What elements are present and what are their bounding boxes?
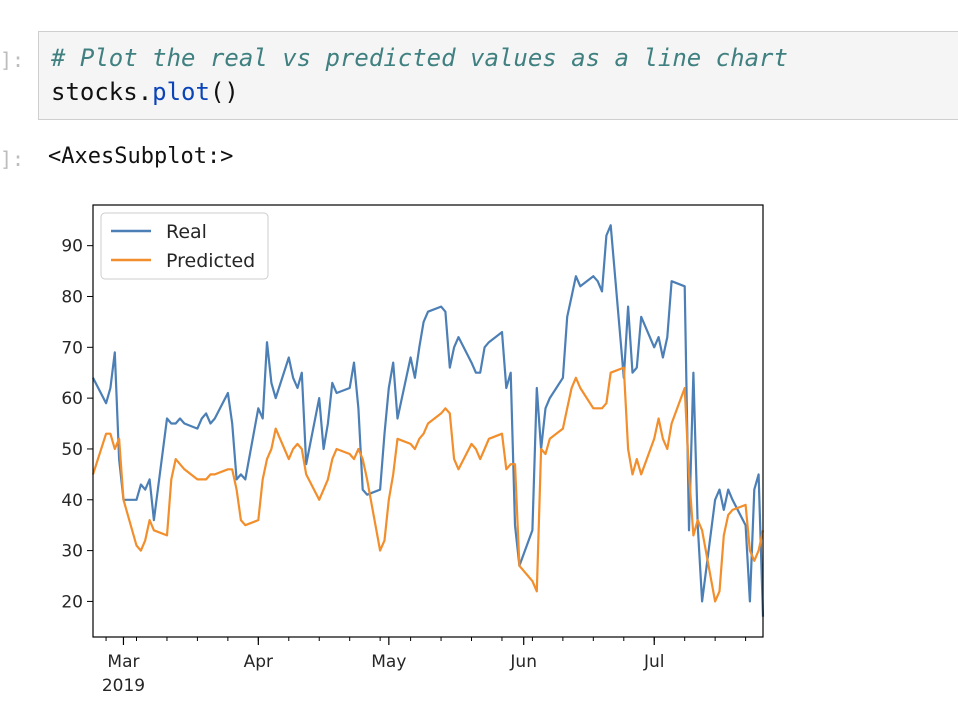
- y-tick-label: 40: [61, 491, 83, 511]
- code-comment: # Plot the real vs predicted values as a…: [51, 44, 788, 72]
- code-line-comment: # Plot the real vs predicted values as a…: [51, 44, 788, 72]
- series-line-predicted: [91, 366, 765, 603]
- y-tick-label: 70: [61, 338, 83, 358]
- x-tick-label: Mar: [107, 652, 139, 672]
- x-tick-label: Apr: [244, 652, 273, 672]
- code-dot: .: [137, 78, 153, 106]
- y-tick-label: 60: [61, 389, 83, 409]
- legend-box: [100, 212, 269, 280]
- y-tick-label: 50: [61, 440, 83, 460]
- plot-frame: [92, 204, 764, 638]
- x-tick-label: May: [371, 652, 406, 672]
- y-tick-label: 20: [61, 592, 83, 612]
- chart-legend: Real Predicted: [100, 212, 269, 280]
- x-tick-label: Jun: [509, 652, 537, 672]
- y-tick-label: 30: [61, 542, 83, 562]
- y-tick-label: 90: [61, 237, 83, 257]
- chart-axes: 20 30 40 50 60 70 80 90 Mar 2019 Apr May Jun Jul: [61, 204, 764, 696]
- code-identifier: stocks: [51, 78, 138, 106]
- code-parens: (): [209, 78, 239, 106]
- series-line-real: [92, 224, 765, 617]
- x-tick-sublabel: 2019: [102, 676, 145, 696]
- code-cell-input[interactable]: # Plot the real vs predicted values as a…: [38, 31, 958, 120]
- output-repr: <AxesSubplot:>: [48, 144, 234, 169]
- series-lines: [91, 224, 765, 617]
- output-prompt: ]:: [0, 147, 25, 171]
- legend-label-predicted: Predicted: [166, 250, 255, 272]
- legend-label-real: Real: [166, 221, 207, 243]
- input-prompt: ]:: [0, 48, 25, 72]
- code-line-call: stocks.plot(): [51, 78, 239, 106]
- code-method: plot: [152, 78, 210, 106]
- y-tick-label: 80: [61, 287, 83, 307]
- x-tick-label: Jul: [643, 652, 665, 672]
